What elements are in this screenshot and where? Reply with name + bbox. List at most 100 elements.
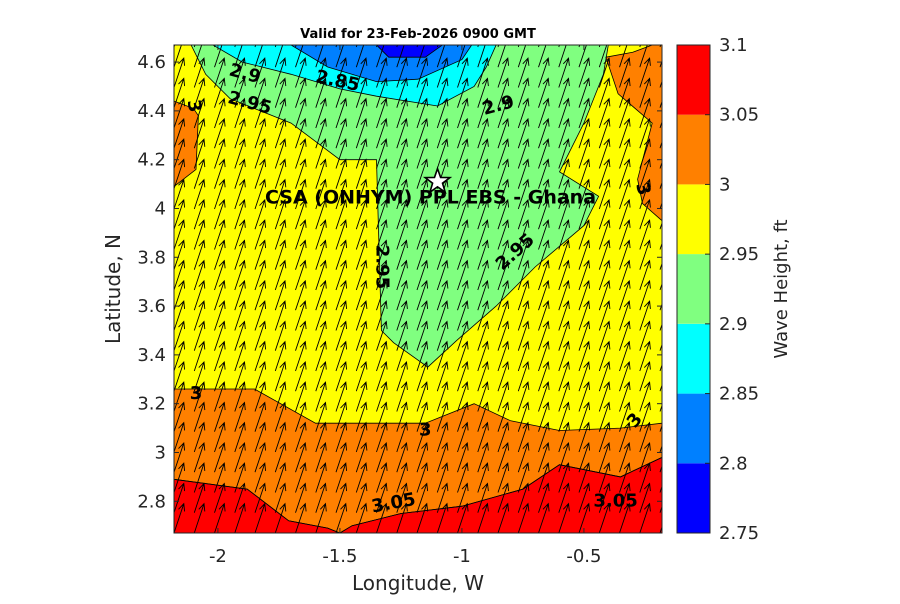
wave-direction-arrow — [174, 259, 186, 291]
wave-direction-arrow — [497, 239, 510, 270]
wave-direction-arrow — [416, 219, 429, 250]
wave-direction-arrow — [578, 219, 591, 250]
wave-direction-arrow — [416, 158, 429, 189]
wave-direction-arrow — [234, 320, 246, 351]
wave-direction-arrow — [538, 97, 550, 129]
wave-direction-arrow — [497, 178, 510, 210]
wave-direction-arrow — [497, 441, 510, 473]
wave-direction-arrow — [254, 219, 267, 250]
wave-direction-arrow — [315, 462, 327, 493]
wave-direction-arrow — [335, 198, 348, 230]
wave-direction-arrow — [497, 219, 510, 250]
wave-direction-arrow — [598, 178, 611, 210]
wave-direction-arrow — [193, 381, 206, 412]
wave-direction-arrow — [254, 259, 267, 291]
wave-direction-arrow — [639, 360, 651, 392]
wave-direction-arrow — [639, 117, 651, 149]
wave-direction-arrow — [274, 117, 287, 149]
wave-direction-arrow — [396, 259, 408, 291]
wave-direction-arrow — [578, 300, 591, 331]
wave-direction-arrow — [578, 360, 591, 392]
wave-direction-arrow — [517, 462, 530, 493]
wave-direction-arrow — [335, 421, 348, 453]
wave-direction-arrow — [578, 482, 591, 513]
wave-direction-arrow — [457, 441, 469, 473]
wave-direction-arrow — [517, 178, 530, 210]
wave-direction-arrow — [376, 401, 388, 432]
wave-direction-arrow — [477, 117, 489, 149]
wave-direction-arrow — [355, 239, 368, 270]
y-tick-label: 3 — [155, 442, 166, 463]
wave-direction-arrow — [436, 219, 449, 250]
wave-direction-arrow — [234, 340, 246, 372]
wave-direction-arrow — [193, 401, 206, 432]
wave-direction-arrow — [619, 77, 631, 108]
wave-direction-arrow — [396, 482, 408, 513]
wave-direction-arrow — [558, 279, 570, 311]
contour-region — [605, 45, 662, 221]
wave-direction-arrow — [517, 340, 530, 372]
wave-direction-arrow — [254, 401, 267, 432]
wave-direction-arrow — [578, 462, 591, 493]
y-tick-label: 4.6 — [137, 52, 166, 73]
wave-direction-arrow — [619, 97, 631, 129]
wave-direction-arrow — [578, 401, 591, 432]
wave-direction-arrow — [234, 178, 246, 210]
wave-direction-arrow — [558, 320, 570, 351]
wave-direction-arrow — [254, 45, 267, 68]
wave-direction-arrow — [619, 320, 631, 351]
wave-direction-arrow — [335, 178, 348, 210]
wave-direction-arrow — [619, 401, 631, 432]
wave-direction-arrow — [517, 45, 530, 68]
wave-direction-arrow — [355, 381, 368, 412]
wave-direction-arrow — [335, 279, 348, 311]
wave-direction-arrow — [315, 138, 327, 169]
wave-direction-arrow — [457, 178, 469, 210]
wave-direction-arrow — [457, 401, 469, 432]
wave-direction-arrow — [436, 77, 449, 108]
wave-direction-arrow — [214, 77, 226, 108]
wave-direction-arrow — [619, 57, 631, 88]
wave-direction-arrow — [174, 45, 176, 48]
wave-direction-arrow — [497, 138, 510, 169]
wave-direction-arrow — [335, 259, 348, 291]
wave-direction-arrow — [315, 239, 327, 270]
wave-direction-arrow — [578, 340, 591, 372]
wave-direction-arrow — [355, 158, 368, 189]
wave-direction-arrow — [457, 259, 469, 291]
wave-direction-arrow — [477, 340, 489, 372]
wave-direction-arrow — [174, 158, 186, 189]
wave-direction-arrow — [193, 360, 206, 392]
wave-direction-arrow — [598, 320, 611, 351]
wave-direction-arrow — [234, 360, 246, 392]
colorbar-tick-label: 3 — [719, 174, 730, 195]
wave-direction-arrow — [598, 57, 611, 88]
wave-direction-arrow — [396, 320, 408, 351]
wave-direction-arrow — [254, 502, 267, 533]
wave-direction-arrow — [295, 239, 307, 270]
wave-direction-arrow — [295, 320, 307, 351]
wave-direction-arrow — [355, 279, 368, 311]
wave-direction-arrow — [639, 45, 641, 48]
wave-direction-arrow — [436, 57, 449, 88]
wave-direction-arrow — [376, 300, 388, 331]
wave-direction-arrow — [538, 158, 550, 189]
wave-direction-arrow — [315, 279, 327, 311]
wave-direction-arrow — [538, 279, 550, 311]
wave-direction-arrow — [214, 198, 226, 230]
wave-direction-arrow — [457, 219, 469, 250]
wave-direction-arrow — [416, 45, 429, 68]
wave-direction-arrow — [174, 57, 186, 88]
wave-direction-arrow — [416, 401, 429, 432]
wave-direction-arrow — [335, 441, 348, 473]
wave-direction-arrow — [517, 279, 530, 311]
wave-direction-arrow — [254, 340, 267, 372]
wave-direction-arrow — [234, 117, 246, 149]
wave-direction-arrow — [436, 441, 449, 473]
wave-direction-arrow — [578, 138, 591, 169]
wave-direction-arrow — [457, 138, 469, 169]
wave-direction-arrow — [578, 77, 591, 108]
wave-direction-arrow — [355, 259, 368, 291]
wave-direction-arrow — [254, 482, 267, 513]
